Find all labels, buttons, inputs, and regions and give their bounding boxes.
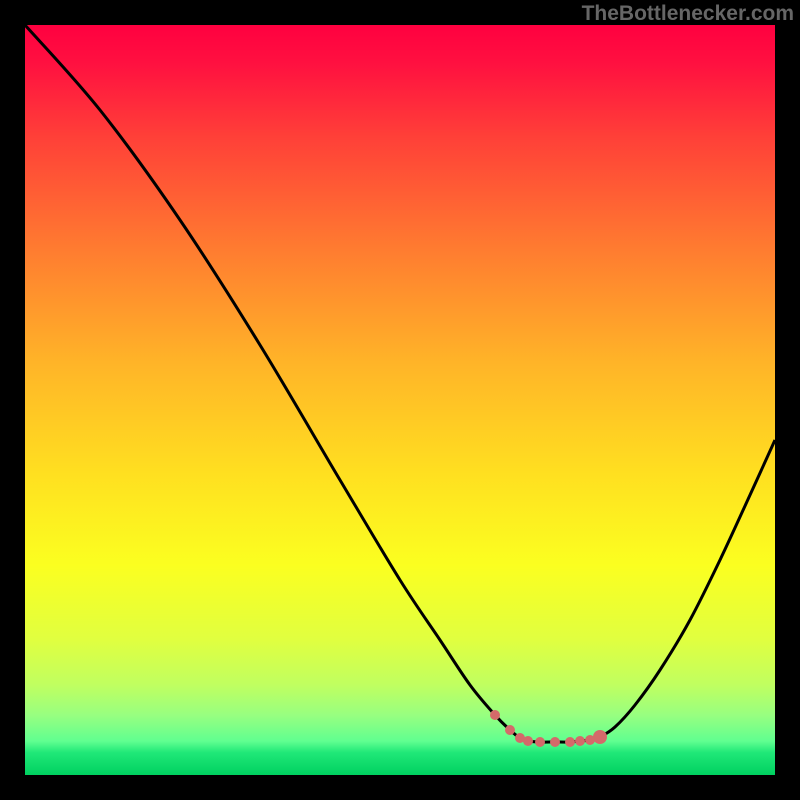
chart-svg [0, 0, 800, 800]
bottleneck-chart: TheBottlenecker.com [0, 0, 800, 800]
watermark-text: TheBottlenecker.com [582, 2, 794, 26]
gradient-background [25, 25, 775, 775]
